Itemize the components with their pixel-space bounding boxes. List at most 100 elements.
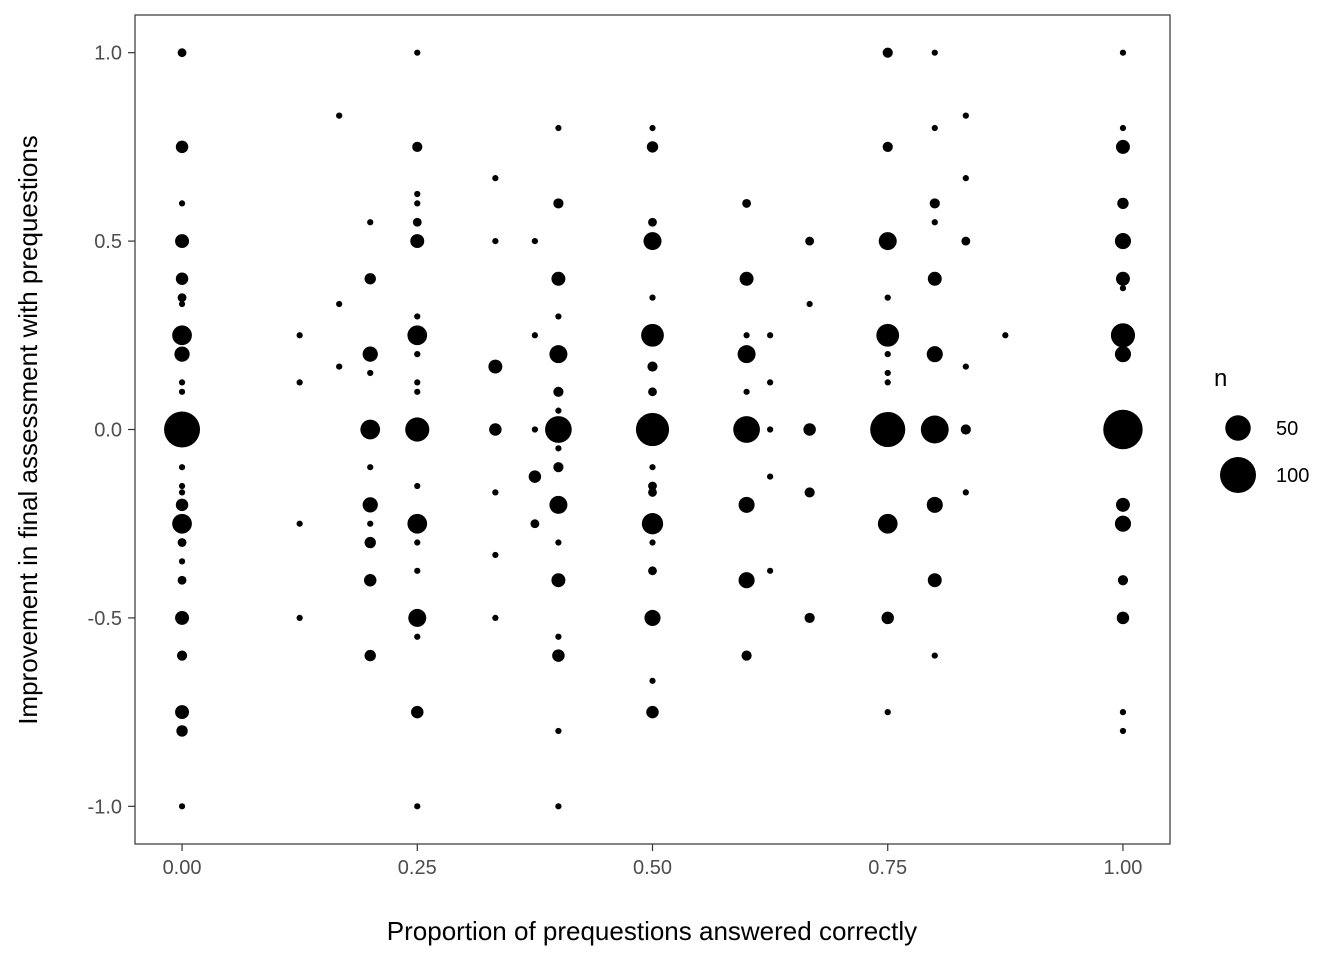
data-point xyxy=(646,705,659,719)
data-point xyxy=(648,566,657,576)
data-point xyxy=(929,198,940,209)
data-point xyxy=(962,363,969,370)
data-point xyxy=(175,140,189,154)
data-point xyxy=(555,727,562,735)
data-point xyxy=(649,294,656,301)
data-point xyxy=(531,237,539,245)
data-point xyxy=(884,708,891,716)
data-point xyxy=(878,232,897,251)
data-point xyxy=(766,473,774,480)
data-point xyxy=(643,232,662,251)
legend-entry-label: 50 xyxy=(1276,418,1298,440)
data-point xyxy=(877,513,898,534)
data-point xyxy=(414,803,421,810)
y-axis-title: Improvement in final assessment with pre… xyxy=(13,135,43,725)
data-point xyxy=(407,325,428,346)
data-point xyxy=(920,415,949,444)
data-point xyxy=(296,614,303,622)
data-point xyxy=(555,124,562,132)
data-point xyxy=(644,609,661,626)
data-point xyxy=(1115,139,1130,154)
data-point xyxy=(492,237,499,245)
data-point xyxy=(649,124,656,132)
data-point xyxy=(528,470,542,483)
data-point xyxy=(178,300,186,308)
data-point xyxy=(362,497,378,513)
data-point xyxy=(553,198,564,209)
x-tick-label: 0.25 xyxy=(398,857,437,879)
data-point xyxy=(733,416,760,443)
data-point xyxy=(489,423,502,436)
data-point xyxy=(336,363,343,370)
data-point xyxy=(296,332,303,339)
data-point xyxy=(172,513,192,534)
data-point xyxy=(178,558,186,565)
data-point xyxy=(175,234,190,249)
data-point xyxy=(641,323,664,347)
data-point xyxy=(414,388,421,395)
data-point xyxy=(884,379,891,386)
data-point xyxy=(1002,332,1009,339)
data-point xyxy=(931,219,938,226)
data-point xyxy=(175,272,189,286)
data-point xyxy=(648,488,657,497)
data-point xyxy=(926,496,943,513)
data-point xyxy=(360,419,381,440)
data-point xyxy=(646,141,659,153)
data-point xyxy=(1117,197,1129,210)
data-point xyxy=(178,489,186,496)
data-point xyxy=(177,575,187,585)
data-point xyxy=(927,573,942,588)
data-point xyxy=(962,175,969,182)
data-point xyxy=(1119,285,1127,292)
data-point xyxy=(362,346,378,362)
data-point xyxy=(766,379,774,386)
data-point xyxy=(553,462,564,473)
data-point xyxy=(414,351,421,358)
data-point xyxy=(742,199,751,208)
data-point xyxy=(367,464,374,471)
data-point xyxy=(649,539,656,546)
data-point xyxy=(648,387,657,397)
data-point xyxy=(549,345,568,364)
data-point xyxy=(414,200,421,207)
legend-entry-label: 100 xyxy=(1276,465,1309,487)
data-point xyxy=(174,346,190,362)
data-point xyxy=(178,482,186,490)
data-point xyxy=(884,294,891,301)
data-point xyxy=(367,520,374,527)
data-point xyxy=(805,236,815,246)
data-point xyxy=(555,313,562,320)
data-point xyxy=(553,386,564,397)
data-point xyxy=(1119,727,1127,735)
data-point xyxy=(414,567,421,574)
data-point xyxy=(175,610,190,625)
data-point xyxy=(367,219,374,226)
data-point xyxy=(488,359,503,374)
data-point xyxy=(549,495,568,514)
data-point xyxy=(804,487,815,498)
y-tick-label: 0.0 xyxy=(94,420,122,442)
data-point xyxy=(364,536,376,549)
data-point xyxy=(1114,515,1132,532)
data-point xyxy=(1114,346,1132,363)
data-point xyxy=(1117,575,1129,586)
data-point xyxy=(648,217,657,227)
data-point xyxy=(407,513,428,534)
data-point xyxy=(364,273,376,285)
data-point xyxy=(870,411,906,448)
data-point xyxy=(927,271,942,286)
data-point xyxy=(962,112,969,119)
data-point xyxy=(164,411,201,448)
y-tick-label: 0.5 xyxy=(94,231,122,253)
data-point xyxy=(492,489,499,496)
data-point xyxy=(336,112,343,119)
data-point xyxy=(177,48,187,58)
data-point xyxy=(1103,409,1143,450)
data-point xyxy=(411,705,424,719)
data-point xyxy=(737,345,756,364)
data-point xyxy=(1119,49,1127,56)
data-point xyxy=(176,650,188,661)
data-point xyxy=(926,346,943,363)
data-point xyxy=(531,426,539,433)
